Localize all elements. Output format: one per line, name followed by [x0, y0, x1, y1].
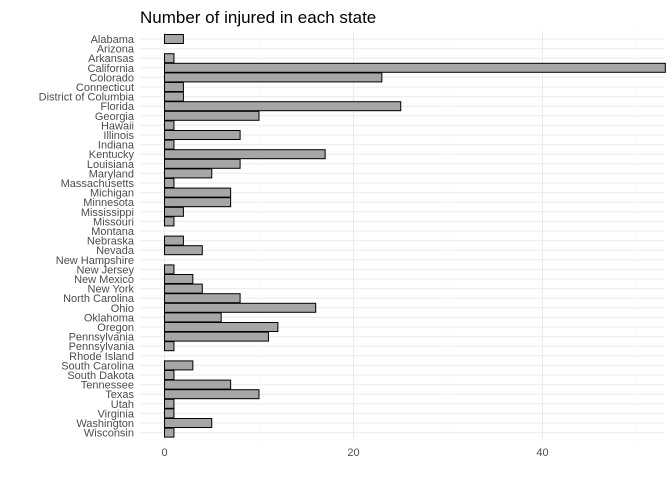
- bar: [164, 389, 260, 400]
- y-tick-label: New York: [88, 284, 135, 296]
- y-tick-label: Nevada: [96, 245, 135, 257]
- y-tick-label: Louisiana: [87, 159, 135, 171]
- bar: [164, 53, 175, 64]
- bar: [164, 235, 184, 246]
- y-tick-label: Indiana: [98, 140, 135, 152]
- bar: [164, 418, 213, 428]
- bar: [164, 370, 175, 380]
- y-tick-label: South Dakota: [67, 370, 135, 382]
- x-tick-label: 0: [161, 447, 167, 459]
- bar: [164, 206, 184, 217]
- bar: [164, 62, 666, 73]
- y-tick-label: Minnesota: [83, 197, 135, 209]
- bar: [164, 158, 241, 169]
- y-tick-label: Tennessee: [81, 380, 134, 392]
- y-tick-label: Arizona: [97, 44, 135, 56]
- bar: [164, 178, 175, 188]
- y-tick-label: Colorado: [89, 72, 134, 84]
- y-tick-label: Illinois: [103, 130, 134, 142]
- bar: [164, 187, 232, 198]
- bar: [164, 398, 175, 409]
- bars: [164, 34, 666, 438]
- y-axis-labels: AlabamaArizonaArkansasCaliforniaColorado…: [39, 34, 135, 440]
- y-tick-label: Oklahoma: [84, 312, 135, 324]
- bar: [164, 130, 241, 140]
- y-tick-label: New Mexico: [74, 274, 134, 286]
- y-tick-label: Ohio: [111, 303, 134, 315]
- y-tick-label: Kentucky: [89, 149, 135, 161]
- y-tick-label: Pennsylvania: [69, 341, 135, 353]
- bar: [164, 139, 175, 150]
- y-tick-label: Maryland: [89, 168, 134, 180]
- bar: [164, 274, 194, 284]
- bar: [164, 110, 260, 121]
- bar: [164, 245, 203, 256]
- y-tick-label: Utah: [111, 399, 134, 411]
- grid-lines: [140, 31, 664, 441]
- bar: [164, 149, 326, 160]
- bar: [164, 293, 241, 304]
- bar: [164, 331, 269, 342]
- y-tick-label: Missouri: [93, 216, 134, 228]
- x-tick-label: 40: [536, 447, 548, 459]
- bar: [164, 341, 175, 352]
- y-tick-label: District of Columbia: [39, 92, 135, 104]
- y-tick-label: Alabama: [91, 34, 135, 46]
- y-tick-label: Michigan: [90, 188, 134, 200]
- y-tick-label: New Hampshire: [56, 255, 134, 267]
- bar: [164, 264, 175, 275]
- y-tick-label: Pennsylvania: [69, 332, 135, 344]
- bar: [164, 379, 232, 390]
- bar: [164, 312, 222, 323]
- bar: [164, 72, 383, 83]
- bar: [164, 322, 279, 332]
- x-axis-labels: 0 20 40: [161, 447, 548, 459]
- bar: [164, 408, 175, 419]
- y-tick-label: Oregon: [97, 322, 134, 334]
- bar: [164, 168, 213, 179]
- chart-title: Number of injured in each state: [140, 8, 376, 27]
- y-tick-label: California: [88, 63, 135, 75]
- y-tick-label: North Carolina: [63, 293, 135, 305]
- bar: [164, 120, 175, 131]
- bar: [164, 82, 184, 92]
- bar: [164, 91, 184, 102]
- y-tick-label: Nebraska: [87, 236, 135, 248]
- y-tick-label: Georgia: [95, 111, 135, 123]
- y-tick-label: New Jersey: [77, 264, 135, 276]
- y-tick-label: Florida: [100, 101, 135, 113]
- y-tick-label: South Carolina: [61, 360, 135, 372]
- bar: [164, 302, 317, 313]
- y-tick-label: Virginia: [98, 408, 135, 420]
- y-tick-label: Texas: [105, 389, 134, 401]
- bar: [164, 101, 402, 112]
- y-tick-label: Wisconsin: [84, 428, 134, 440]
- bar: [164, 283, 203, 294]
- bar: [164, 197, 232, 208]
- y-tick-label: Montana: [91, 226, 135, 238]
- y-tick-label: Washington: [76, 418, 134, 430]
- y-tick-label: Rhode Island: [69, 351, 134, 363]
- y-tick-label: Connecticut: [76, 82, 134, 94]
- bar: [164, 427, 175, 438]
- x-tick-label: 20: [347, 447, 359, 459]
- bar: [164, 360, 194, 371]
- y-tick-label: Massachusetts: [61, 178, 135, 190]
- y-tick-label: Arkansas: [88, 53, 134, 65]
- bar: [164, 34, 184, 44]
- bar: [164, 216, 175, 227]
- y-tick-label: Mississippi: [81, 207, 134, 219]
- y-tick-label: Hawaii: [101, 120, 134, 132]
